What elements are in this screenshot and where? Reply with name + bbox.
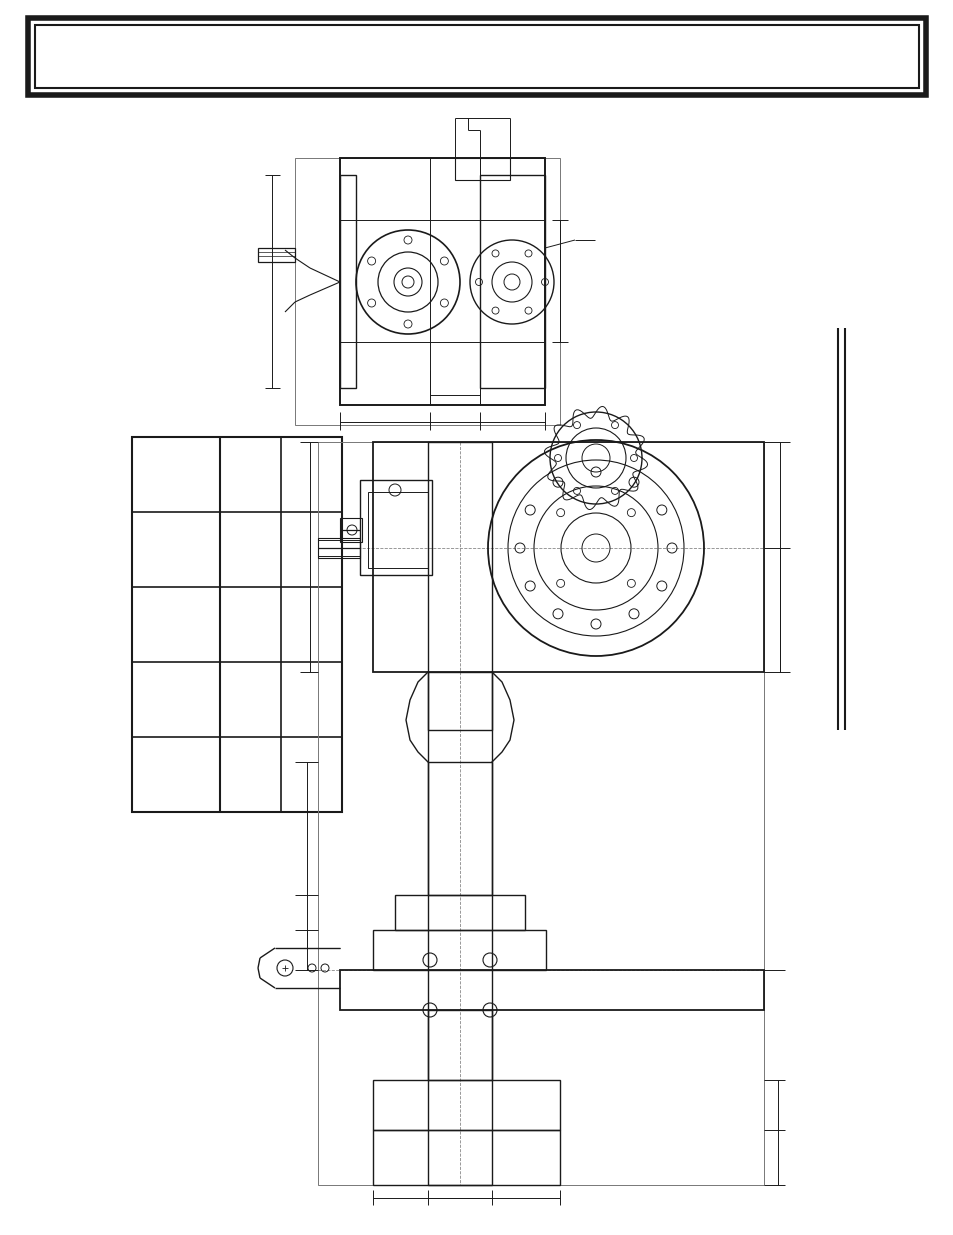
Bar: [395, 895, 524, 930]
Bar: [479, 175, 544, 388]
Bar: [35, 25, 918, 88]
Bar: [373, 1079, 559, 1130]
Bar: [339, 175, 355, 388]
Bar: [294, 158, 559, 425]
Bar: [339, 158, 544, 405]
Bar: [317, 538, 359, 558]
Bar: [428, 442, 492, 1186]
Bar: [428, 1010, 492, 1079]
Bar: [132, 437, 341, 811]
Bar: [317, 442, 763, 1186]
Bar: [257, 248, 294, 262]
Bar: [339, 969, 763, 1010]
Bar: [428, 762, 492, 895]
Bar: [359, 480, 432, 576]
Bar: [28, 19, 925, 95]
Bar: [368, 492, 428, 568]
Bar: [428, 672, 492, 730]
Bar: [455, 158, 510, 180]
Bar: [373, 930, 545, 969]
Bar: [373, 442, 763, 672]
Bar: [339, 517, 361, 542]
Bar: [373, 1130, 559, 1186]
